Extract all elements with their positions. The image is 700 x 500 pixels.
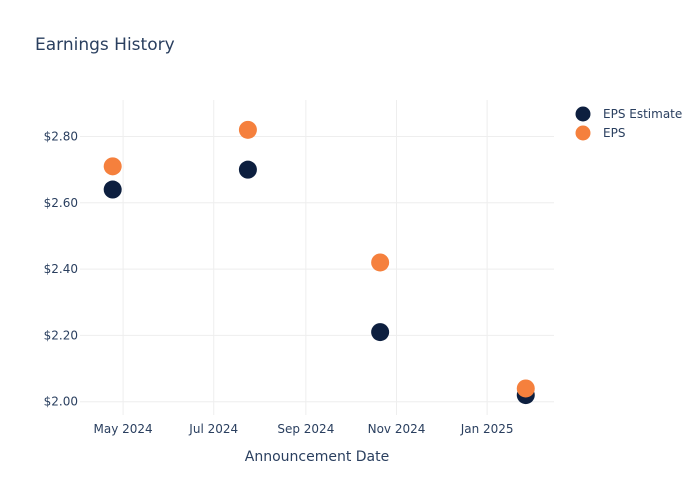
x-tick-label: Nov 2024 <box>368 422 426 436</box>
grid <box>80 100 554 415</box>
x-axis-title: Announcement Date <box>245 449 389 465</box>
y-tick-label: $2.60 <box>44 196 78 210</box>
y-tick-label: $2.40 <box>44 262 78 276</box>
data-markers <box>103 120 535 405</box>
y-tick-label: $2.20 <box>44 328 78 342</box>
x-tick-label: Jul 2024 <box>188 422 238 436</box>
legend-marker[interactable] <box>575 106 591 122</box>
eps-point[interactable] <box>516 379 535 398</box>
eps-point[interactable] <box>103 157 122 176</box>
eps-estimate-point[interactable] <box>103 180 122 199</box>
eps-point[interactable] <box>238 120 257 139</box>
eps-estimate-point[interactable] <box>238 160 257 179</box>
eps-estimate-point[interactable] <box>371 323 390 342</box>
legend-label[interactable]: EPS <box>603 126 625 140</box>
x-axis-ticks: May 2024 Jul 2024 Sep 2024 Nov 2024 Jan 2025 <box>94 422 514 436</box>
x-tick-label: Sep 2024 <box>277 422 334 436</box>
y-tick-label: $2.80 <box>44 129 78 143</box>
y-axis-ticks: $2.00 $2.20 $2.40 $2.60 $2.80 <box>44 129 78 408</box>
legend: EPS Estimate EPS <box>575 106 682 141</box>
eps-point[interactable] <box>371 253 390 272</box>
y-tick-label: $2.00 <box>44 395 78 409</box>
x-tick-label: Jan 2025 <box>460 422 514 436</box>
chart-title: Earnings History <box>35 35 175 55</box>
legend-marker[interactable] <box>575 125 591 141</box>
x-tick-label: May 2024 <box>94 422 153 436</box>
legend-label[interactable]: EPS Estimate <box>603 107 682 121</box>
